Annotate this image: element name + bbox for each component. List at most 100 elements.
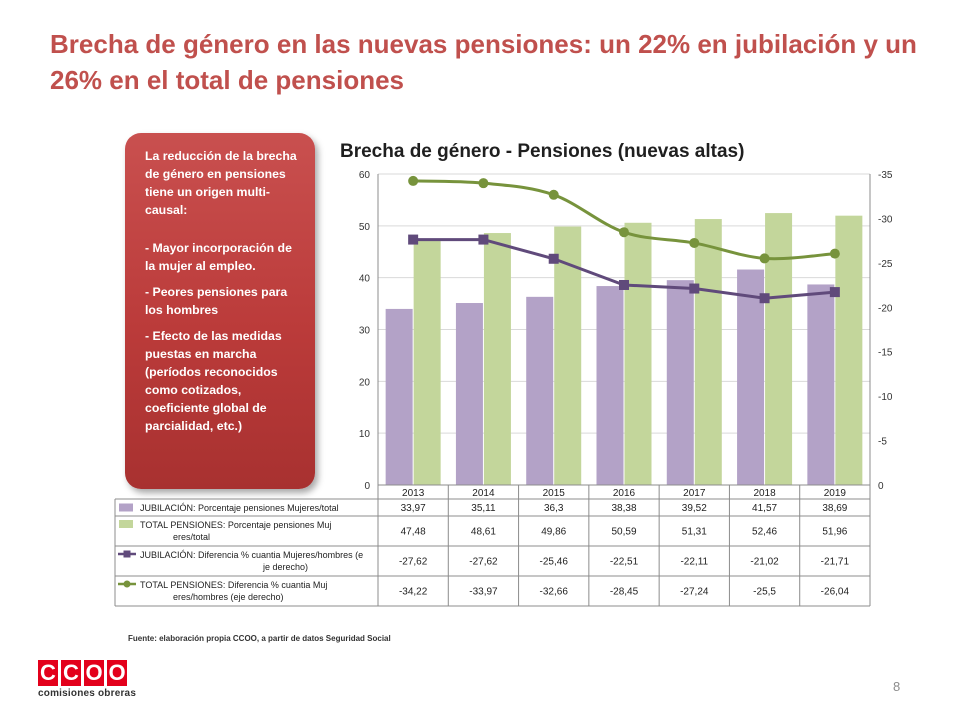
- data-label: 52,46: [752, 527, 777, 538]
- legend-label: eres/total: [173, 532, 210, 542]
- y-right-tick-label: -10: [878, 392, 893, 403]
- y-left-tick-label: 60: [359, 170, 371, 181]
- legend-key: [123, 580, 131, 588]
- data-label: 50,59: [611, 527, 636, 538]
- bar: [807, 284, 835, 485]
- callout-point: - Mayor incorporación de la mujer al emp…: [145, 241, 292, 273]
- data-label: 51,31: [682, 527, 707, 538]
- bar: [483, 233, 511, 485]
- data-label: -27,62: [399, 557, 428, 568]
- legend-label: JUBILACIÓN: Porcentaje pensiones Mujeres…: [140, 503, 339, 513]
- line-point: [689, 237, 700, 248]
- y-right-tick-label: 0: [878, 481, 884, 492]
- data-label: 39,52: [682, 503, 707, 514]
- data-label: -22,51: [610, 557, 639, 568]
- data-label: -25,46: [540, 557, 569, 568]
- data-label: 47,48: [401, 527, 426, 538]
- logo-letter: O: [107, 660, 127, 686]
- data-label: 36,3: [544, 503, 564, 514]
- bar: [666, 280, 694, 485]
- y-left-tick-label: 40: [359, 274, 371, 285]
- data-label: -34,22: [399, 587, 428, 598]
- data-label: -27,24: [680, 587, 709, 598]
- chart-title: Brecha de género - Pensiones (nuevas alt…: [340, 141, 745, 162]
- y-left-tick-label: 50: [359, 222, 371, 233]
- line-point: [689, 283, 700, 294]
- y-left-tick-label: 20: [359, 377, 371, 388]
- legend-label: TOTAL PENSIONES: Diferencia % cuantia Mu…: [140, 580, 327, 590]
- data-label: -27,62: [469, 557, 498, 568]
- source-note: Fuente: elaboración propia CCOO, a parti…: [128, 634, 391, 643]
- page-number: 8: [893, 679, 901, 694]
- legend-key: [119, 520, 133, 528]
- data-label: -33,97: [469, 587, 498, 598]
- line-point: [829, 248, 840, 259]
- data-label: 41,57: [752, 503, 777, 514]
- legend-label: JUBILACIÓN: Diferencia % cuantia Mujeres…: [140, 550, 363, 560]
- bar: [455, 303, 483, 485]
- bar: [835, 215, 863, 485]
- line-point: [759, 253, 770, 264]
- x-tick-label: 2016: [613, 488, 636, 499]
- data-label: 33,97: [401, 503, 426, 514]
- y-left-tick-label: 30: [359, 326, 371, 337]
- x-tick-label: 2019: [824, 488, 847, 499]
- callout-box: La reducción de la brecha de género en p…: [125, 133, 315, 489]
- slide-title: Brecha de género en las nuevas pensiones…: [50, 29, 917, 95]
- legend-key: [123, 550, 131, 558]
- line-point: [478, 234, 489, 245]
- y-right-tick-label: -20: [878, 303, 893, 314]
- bar: [413, 238, 441, 485]
- line-point: [408, 234, 419, 245]
- line-point: [619, 279, 629, 290]
- y-right-tick-label: -30: [878, 214, 893, 225]
- y-right-tick-label: -15: [878, 348, 893, 359]
- legend-label: je derecho): [262, 562, 308, 572]
- legend-label: eres/hombres (eje derecho): [173, 592, 284, 602]
- legend-label: TOTAL PENSIONES: Porcentaje pensiones Mu…: [140, 520, 331, 530]
- bar: [694, 219, 722, 486]
- data-label: -25,5: [753, 587, 776, 598]
- line-point: [548, 253, 559, 264]
- data-label: 35,11: [471, 503, 496, 514]
- callout-point: - Peores pensiones para los hombres: [145, 285, 288, 317]
- bar: [385, 308, 413, 485]
- x-tick-label: 2017: [683, 488, 706, 499]
- callout-intro: La reducción de la brecha de género en p…: [145, 149, 297, 217]
- line-point: [829, 287, 840, 298]
- logo-subtitle: comisiones obreras: [38, 688, 137, 699]
- bar: [624, 222, 652, 486]
- data-label: 48,61: [471, 527, 496, 538]
- data-label: -26,04: [821, 587, 850, 598]
- bar: [554, 226, 582, 485]
- x-tick-label: 2013: [402, 488, 425, 499]
- bar: [765, 213, 793, 485]
- legend-key: [119, 503, 133, 512]
- data-label: 51,96: [822, 527, 847, 538]
- data-label: -32,66: [540, 587, 569, 598]
- logo-letter: O: [84, 660, 104, 686]
- data-label: -22,11: [680, 557, 708, 568]
- bar: [737, 269, 765, 485]
- line-point: [408, 175, 419, 186]
- callout-point: - Efecto de las medidas puestas en march…: [145, 329, 282, 433]
- y-right-tick-label: -5: [878, 437, 887, 448]
- logo-letter: C: [38, 660, 58, 686]
- data-label: -28,45: [610, 587, 639, 598]
- x-tick-label: 2018: [753, 488, 776, 499]
- data-label: 38,69: [822, 503, 847, 514]
- y-left-tick-label: 10: [359, 429, 371, 440]
- y-right-tick-label: -35: [878, 170, 893, 181]
- data-label: 38,38: [611, 503, 636, 514]
- line-point: [548, 189, 559, 200]
- line-point: [478, 178, 489, 189]
- bar: [526, 296, 554, 485]
- x-tick-label: 2014: [472, 488, 495, 499]
- y-left-tick-label: 0: [364, 481, 370, 492]
- line-point: [759, 293, 770, 304]
- data-label: -21,71: [821, 557, 850, 568]
- x-tick-label: 2015: [543, 488, 566, 499]
